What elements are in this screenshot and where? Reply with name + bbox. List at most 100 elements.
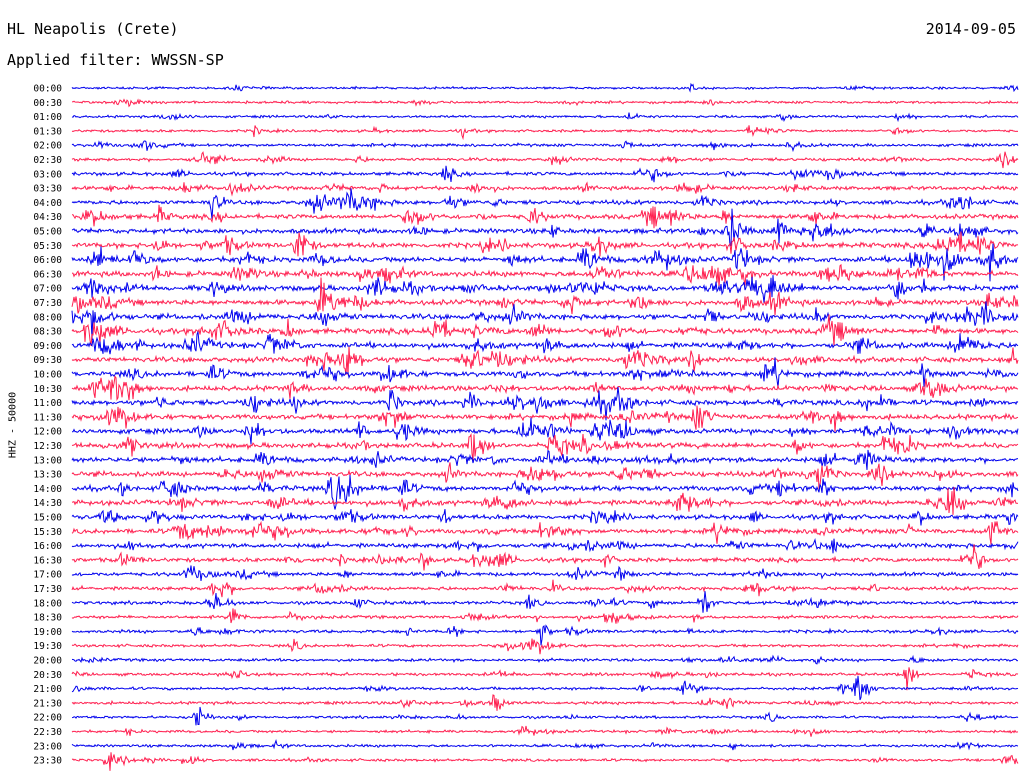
row-time-label: 07:30 (33, 298, 62, 309)
trace-row (71, 151, 1019, 169)
filter-label: Applied filter: WWSSN-SP (7, 51, 224, 69)
trace-row (71, 638, 1019, 655)
trace-row (71, 263, 1019, 288)
row-time-label: 07:00 (33, 284, 62, 295)
trace-row (71, 188, 1019, 220)
row-time-label: 22:00 (33, 713, 62, 724)
trace-row (71, 537, 1019, 554)
trace-row (71, 624, 1019, 646)
trace-row (71, 243, 1019, 282)
row-time-label: 02:00 (33, 141, 62, 152)
row-time-label: 19:00 (33, 627, 62, 638)
row-time-label: 01:00 (33, 112, 62, 123)
trace-row (71, 231, 1019, 257)
row-time-label: 10:00 (33, 370, 62, 381)
row-time-label: 11:00 (33, 398, 62, 409)
trace-row (71, 667, 1019, 691)
row-time-label: 18:00 (33, 598, 62, 609)
row-time-label: 20:30 (33, 670, 62, 681)
trace-row (71, 739, 1019, 751)
row-time-label: 17:00 (33, 570, 62, 581)
trace-row (71, 432, 1019, 461)
row-time-label: 18:30 (33, 613, 62, 624)
row-time-label: 15:30 (33, 527, 62, 538)
trace-row (71, 314, 1019, 347)
trace-row (71, 125, 1019, 141)
row-time-label: 14:30 (33, 498, 62, 509)
row-time-label: 16:00 (33, 541, 62, 552)
trace-row (71, 544, 1019, 571)
date-label: 2014-09-05 (925, 20, 1016, 38)
row-time-label: 21:30 (33, 698, 62, 709)
trace-row (71, 98, 1019, 108)
row-time-label: 12:00 (33, 427, 62, 438)
row-time-label: 05:30 (33, 241, 62, 252)
row-time-label: 22:30 (33, 727, 62, 738)
trace-row (71, 752, 1019, 771)
row-time-label: 03:00 (33, 169, 62, 180)
trace-row (71, 462, 1019, 490)
trace-row (71, 140, 1019, 153)
row-time-label: 00:30 (33, 98, 62, 109)
trace-row (71, 386, 1019, 421)
trace-row (71, 301, 1019, 340)
trace-row (71, 474, 1019, 510)
row-time-label: 10:30 (33, 384, 62, 395)
trace-row (71, 694, 1019, 711)
row-time-label: 06:00 (33, 255, 62, 266)
trace-row (71, 357, 1019, 388)
trace-row (71, 331, 1019, 355)
row-time-label: 12:30 (33, 441, 62, 452)
trace-row (71, 82, 1019, 93)
trace-row (71, 277, 1019, 316)
trace-row (71, 520, 1019, 545)
row-time-label: 05:00 (33, 227, 62, 238)
trace-group (71, 82, 1019, 771)
row-time-label: 21:00 (33, 684, 62, 695)
trace-row (71, 165, 1019, 183)
trace-row (71, 565, 1019, 581)
row-time-label: 08:00 (33, 312, 62, 323)
trace-row (71, 486, 1019, 515)
row-time-label: 17:30 (33, 584, 62, 595)
trace-row (71, 181, 1019, 197)
row-time-label: 06:30 (33, 269, 62, 280)
trace-row (71, 375, 1019, 402)
row-time-label: 23:00 (33, 741, 62, 752)
trace-row (72, 204, 1019, 229)
trace-row (72, 417, 1019, 445)
row-time-label: 13:00 (33, 455, 62, 466)
row-time-label: 02:30 (33, 155, 62, 166)
row-time-label: 09:00 (33, 341, 62, 352)
row-time-label: 16:30 (33, 555, 62, 566)
row-time-label: 20:00 (33, 656, 62, 667)
trace-row (71, 579, 1019, 598)
row-time-label: 23:30 (33, 756, 62, 767)
row-time-label: 13:30 (33, 470, 62, 481)
trace-row (71, 208, 1019, 247)
trace-row (71, 608, 1019, 624)
row-time-label: 11:30 (33, 412, 62, 423)
trace-row (71, 405, 1019, 432)
row-time-label: 14:00 (33, 484, 62, 495)
row-time-label: 19:30 (33, 641, 62, 652)
row-time-label: 01:30 (33, 126, 62, 137)
row-time-label: 03:30 (33, 184, 62, 195)
trace-row (71, 509, 1019, 526)
trace-row (71, 449, 1019, 470)
trace-row (71, 275, 1019, 303)
trace-row (71, 591, 1019, 613)
row-time-label: 08:30 (33, 327, 62, 338)
trace-row (71, 654, 1019, 665)
row-time-label: 04:30 (33, 212, 62, 223)
trace-row (71, 706, 1019, 726)
row-time-label: 09:30 (33, 355, 62, 366)
trace-row (71, 346, 1019, 376)
trace-row (71, 676, 1019, 701)
trace-row (71, 112, 1019, 123)
row-time-label: 04:00 (33, 198, 62, 209)
channel-axis-label: HHZ - 50000 (7, 391, 19, 459)
trace-row (71, 725, 1019, 737)
row-time-label: 00:00 (33, 84, 62, 95)
